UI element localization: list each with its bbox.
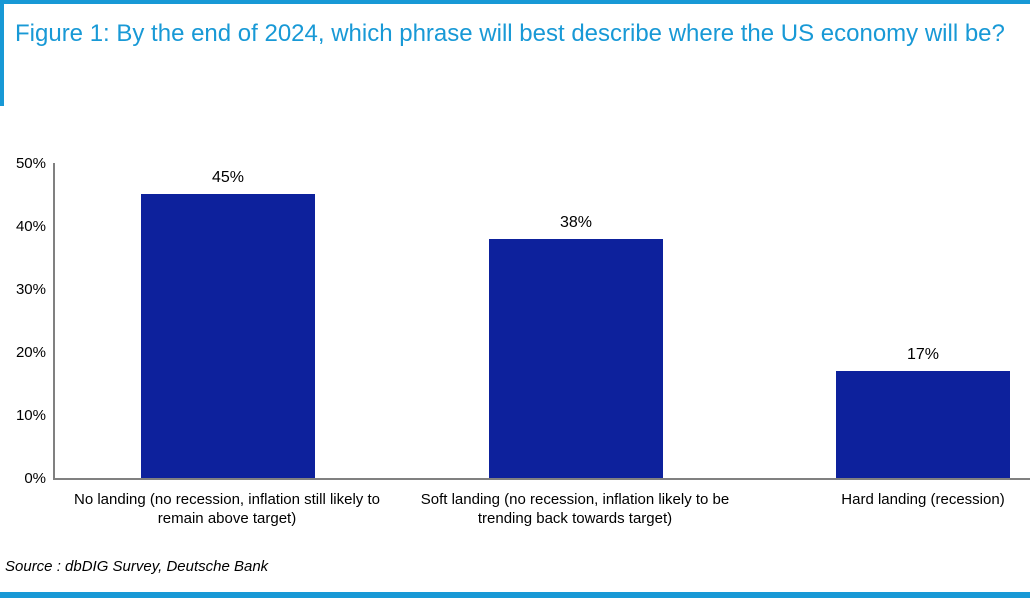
y-tick-10: 10%	[15, 407, 46, 424]
bar-value-label: 17%	[906, 346, 940, 363]
bar-value-label: 45%	[211, 169, 245, 186]
bar	[836, 371, 1010, 478]
figure-title: Figure 1: By the end of 2024, which phra…	[15, 20, 1005, 47]
category-label-hard-landing: Hard landing (recession)	[841, 491, 1005, 508]
bar	[489, 239, 663, 478]
bar-group-hard-landing: 17%	[836, 163, 1010, 478]
bar	[141, 194, 315, 478]
bar-value-label: 38%	[559, 214, 593, 231]
y-tick-0: 0%	[24, 470, 46, 487]
bottom-rule	[0, 592, 1030, 598]
source-attribution: Source : dbDIG Survey, Deutsche Bank	[5, 558, 269, 575]
category-label-soft-landing: Soft landing (no recession, inflation li…	[420, 491, 730, 527]
bar-group-no-landing: 45%	[141, 163, 315, 478]
y-tick-40: 40%	[15, 218, 46, 235]
title-top-rule	[0, 0, 1030, 4]
title-left-rule	[0, 0, 4, 106]
y-axis-tick-labels: 0% 10% 20% 30% 40% 50%	[0, 155, 46, 487]
bar-group-soft-landing: 38%	[489, 163, 663, 478]
y-tick-50: 50%	[15, 155, 46, 172]
category-label-no-landing: No landing (no recession, inflation stil…	[74, 491, 380, 527]
bar-chart-plot-area: 45% 38% 17%	[53, 163, 1030, 480]
y-tick-30: 30%	[15, 281, 46, 298]
y-tick-20: 20%	[15, 344, 46, 361]
